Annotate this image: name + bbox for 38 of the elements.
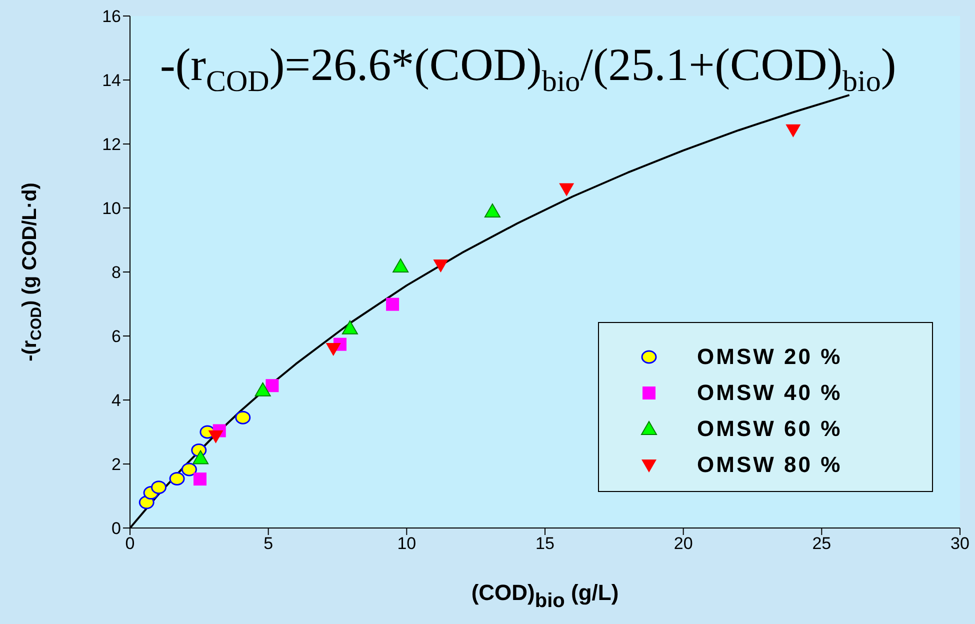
annotation: -(r$_{COD}$)=26.6*(COD)$_{bio}$/(25.1+(COD)$_{bio}$) — [160, 39, 896, 98]
y-tick-label: 12 — [102, 135, 121, 154]
point — [392, 258, 409, 273]
point — [433, 259, 448, 272]
point — [342, 320, 358, 334]
legend-label: OMSW 40 % — [697, 380, 842, 406]
point — [386, 298, 400, 311]
y-tick-label: 0 — [112, 519, 121, 538]
y-tick-label: 14 — [102, 71, 121, 90]
point — [235, 410, 251, 424]
x-tick-label: 5 — [264, 534, 274, 554]
legend-label: OMSW 60 % — [697, 416, 842, 442]
x-tick-label: 25 — [812, 534, 832, 554]
y-tick-label: 8 — [112, 263, 121, 282]
y-tick-label: 6 — [112, 327, 121, 346]
point — [151, 480, 167, 494]
point — [786, 124, 801, 138]
point — [193, 472, 206, 486]
point — [559, 183, 574, 196]
point — [208, 430, 224, 444]
point — [254, 382, 271, 396]
y-tick-label: 4 — [112, 391, 121, 410]
x-tick-label: 15 — [536, 534, 554, 554]
point — [181, 462, 197, 476]
point — [192, 450, 209, 464]
x-tick-label: 0 — [125, 534, 135, 554]
point — [266, 379, 279, 392]
point — [169, 472, 185, 486]
point — [326, 342, 341, 356]
x-tick-label: 30 — [950, 534, 970, 554]
y-tick-label: 16 — [102, 7, 121, 26]
y-tick-label: 10 — [102, 199, 121, 218]
y-tick-label: 2 — [112, 455, 121, 474]
point — [484, 204, 500, 218]
x-tick-label: 10 — [397, 534, 416, 554]
legend-label: OMSW 20 % — [697, 344, 842, 370]
legend-label: OMSW 80 % — [697, 452, 842, 478]
x-tick-label: 20 — [674, 534, 693, 554]
